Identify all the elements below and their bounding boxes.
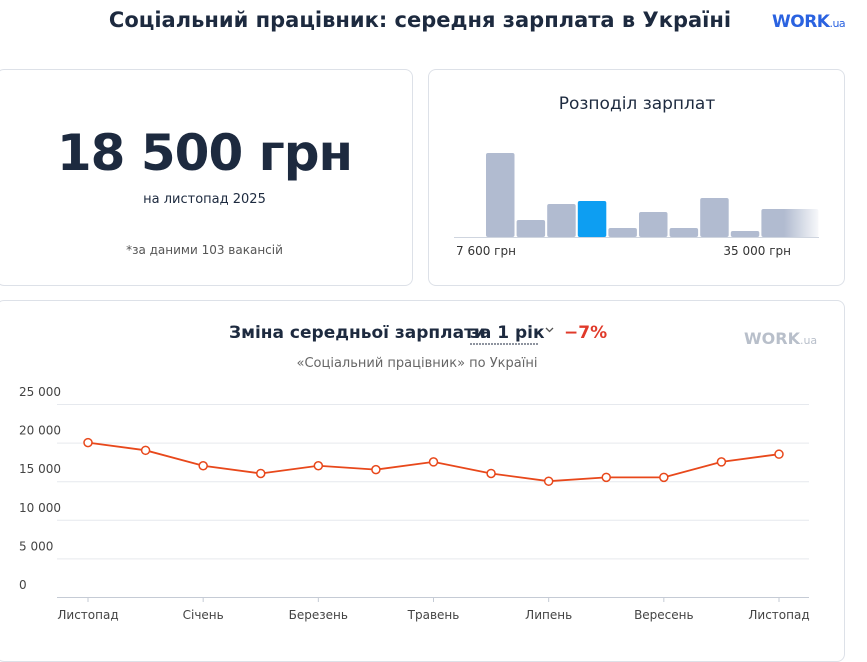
x-tick-label: Березень (289, 608, 348, 622)
histogram: Розподіл зарплат 7 600 грн 35 000 грн (454, 94, 819, 258)
trend-point[interactable] (371, 464, 381, 475)
trend-subtitle: «Соціальний працівник» по Україні (297, 356, 538, 371)
y-tick-label: 0 (19, 578, 27, 592)
page-title: Соціальний працівник: середня зарплата в… (108, 8, 732, 32)
trend-point[interactable] (256, 468, 266, 479)
y-tick-label: 25 000 (19, 385, 61, 399)
x-tick-label: Липень (525, 608, 572, 622)
watermark: WORK.ua (744, 329, 817, 348)
chevron (545, 327, 554, 333)
trend-point[interactable] (313, 461, 324, 471)
histogram-bar (516, 220, 546, 237)
x-tick-label: Листопад (57, 608, 118, 622)
change: −7% (564, 323, 607, 343)
page: Соціальний працівник: середня зарплата в… (0, 8, 846, 662)
x-tick-label: Вересень (634, 608, 694, 622)
salary: 18 500 грн (56, 124, 353, 182)
y-tick-label: 20 000 (19, 424, 61, 438)
trend-point[interactable] (198, 461, 208, 471)
trend-point[interactable] (716, 457, 727, 467)
salary-date: на листопад 2025 (143, 192, 266, 207)
trend-point[interactable] (543, 476, 554, 486)
y-tick-label: 10 000 (19, 501, 61, 515)
y-tick-label: 5 000 (19, 539, 53, 553)
trend-point[interactable] (83, 437, 93, 448)
trend-point[interactable] (659, 472, 669, 483)
period-select[interactable]: за 1 рік (470, 323, 545, 343)
histogram-bar (486, 153, 515, 237)
histogram-bar (669, 228, 699, 237)
trend-point[interactable] (601, 472, 611, 483)
trend-title: Зміна середньої зарплати (229, 323, 486, 343)
x-tick-label: Листопад (748, 608, 809, 622)
trend-point[interactable] (428, 457, 439, 467)
trend-point[interactable] (140, 445, 151, 456)
y-tick-label: 15 000 (19, 462, 61, 476)
histogram-bar (547, 204, 576, 237)
histogram-bar (639, 212, 668, 237)
distribution-card: Розподіл зарплат 7 600 грн 35 000 грн (428, 69, 845, 286)
histogram-bar (608, 228, 637, 237)
histogram-bar (730, 231, 760, 237)
range-min: 7 600 грн (456, 244, 516, 258)
trend-card: Зміна середньої зарплати за 1 рік −7% «Соці… (0, 300, 845, 662)
watermark-suffix: .ua (800, 334, 817, 347)
summary-card: 18 500 грн на листопад 2025 *за даними 1… (0, 69, 413, 286)
histogram-bar (700, 198, 729, 237)
watermark-main: WORK (744, 329, 801, 348)
histogram-bar (761, 209, 819, 237)
histogram-title: Розподіл зарплат (559, 94, 716, 114)
x-tick-label: Травень (407, 608, 460, 622)
trend-point[interactable] (486, 468, 496, 479)
logo-main: WORK (772, 12, 830, 32)
vacancy-note: *за даними 103 вакансій (126, 243, 283, 257)
range-max: 35 000 грн (723, 244, 791, 258)
x-tick-label: Січень (183, 608, 224, 622)
histogram-bar (577, 201, 607, 237)
logo[interactable]: WORK.ua (772, 12, 846, 32)
logo-suffix: .ua (829, 17, 846, 30)
trend-point[interactable] (774, 449, 784, 459)
